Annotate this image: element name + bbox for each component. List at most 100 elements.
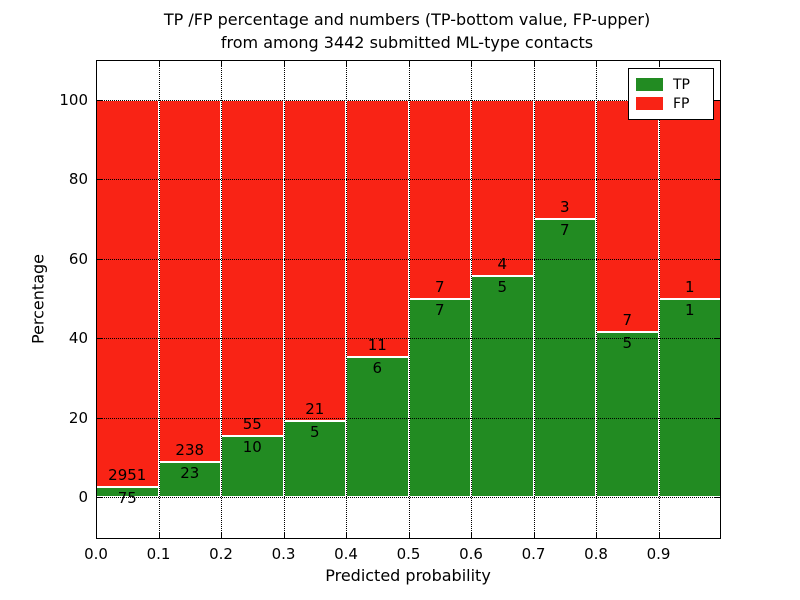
x-tick-mark	[658, 61, 660, 66]
x-tick-mark	[408, 533, 410, 538]
x-tick-mark	[533, 533, 535, 538]
bar-segment-fp	[346, 100, 409, 357]
gridline-vertical	[596, 60, 597, 539]
x-tick-mark	[596, 61, 597, 66]
fp-count-label: 21	[305, 399, 325, 418]
y-tick-label: 100	[59, 91, 88, 109]
x-tick-mark	[158, 61, 160, 66]
fp-legend-swatch	[636, 97, 663, 110]
y-tick-label: 20	[68, 408, 88, 427]
y-tick-label: 40	[68, 329, 88, 348]
x-tick-label: 0.4	[334, 545, 358, 563]
bar-segment-fp	[221, 100, 284, 436]
fp-count-label: 7	[434, 277, 445, 296]
gridline-horizontal	[96, 258, 721, 260]
tp-legend-swatch	[636, 78, 663, 91]
legend-row: FP	[636, 95, 706, 112]
x-tick-label: 0.9	[646, 545, 671, 563]
y-tick-mark	[715, 338, 720, 340]
y-tick-mark	[715, 417, 720, 419]
fp-count-label: 55	[242, 414, 262, 433]
gridline-horizontal	[96, 179, 721, 181]
x-tick-label: 0.3	[271, 545, 296, 563]
gridline-vertical	[158, 60, 160, 539]
x-tick-label: 0.6	[459, 545, 483, 563]
gridline-vertical	[658, 60, 660, 539]
bar-segment-tp	[596, 331, 659, 497]
legend-label: TP	[673, 76, 690, 93]
bar-segment-fp	[408, 100, 471, 299]
bar-segment-tp	[658, 298, 721, 497]
x-tick-mark	[471, 533, 472, 538]
y-tick-mark	[97, 179, 102, 181]
gridline-horizontal	[96, 338, 721, 340]
y-tick-mark	[715, 100, 720, 101]
tp-count-label: 5	[622, 333, 633, 352]
y-tick-mark	[97, 338, 102, 340]
x-tick-mark	[221, 533, 222, 538]
x-tick-mark	[720, 533, 721, 538]
bar-segment-tp	[158, 462, 221, 497]
fp-count-label: 3	[559, 198, 570, 217]
gridline-vertical	[221, 60, 222, 539]
legend: TP FP	[628, 68, 714, 120]
x-tick-label: 0.5	[396, 545, 421, 563]
tp-count-label: 7	[559, 221, 570, 240]
x-tick-mark	[283, 533, 285, 538]
x-tick-mark	[471, 61, 472, 66]
fp-count-label: 11	[367, 335, 387, 354]
x-tick-mark	[96, 61, 97, 66]
gridline-horizontal	[96, 417, 721, 419]
x-tick-mark	[283, 61, 285, 66]
x-tick-mark	[658, 533, 660, 538]
x-tick-mark	[346, 61, 347, 66]
chart-title-line-1: TP /FP percentage and numbers (TP-bottom…	[163, 10, 651, 29]
x-tick-mark	[158, 533, 160, 538]
tp-count-label: 75	[117, 489, 137, 508]
y-tick-mark	[97, 100, 102, 101]
gridline-vertical	[471, 60, 472, 539]
y-tick-label: 0	[78, 488, 88, 506]
bar-segment-fp	[158, 100, 221, 463]
gridline-vertical	[346, 60, 347, 539]
bar-segment-tp	[471, 276, 534, 497]
gridline-horizontal	[96, 100, 721, 101]
x-tick-mark	[96, 533, 97, 538]
fp-count-label: 7	[622, 310, 633, 329]
fp-count-label: 2951	[108, 466, 147, 485]
bar-segment-tp	[408, 298, 471, 497]
bar-segment-fp	[596, 100, 659, 332]
bar-segment-fp	[658, 100, 721, 299]
bar-segment-tp	[346, 356, 409, 497]
x-tick-mark	[346, 533, 347, 538]
x-tick-mark	[408, 61, 410, 66]
fp-count-label: 238	[175, 441, 205, 460]
tp-count-label: 7	[434, 300, 445, 319]
x-tick-mark	[221, 61, 222, 66]
tp-count-label: 1	[684, 300, 695, 319]
gridline-vertical	[283, 60, 285, 539]
y-tick-mark	[715, 179, 720, 181]
x-tick-mark	[596, 533, 597, 538]
x-tick-label: 0.0	[84, 545, 108, 563]
bar-segment-tp	[221, 435, 284, 497]
gridline-horizontal	[96, 497, 721, 498]
y-tick-mark	[97, 497, 102, 498]
legend-label: FP	[673, 95, 690, 112]
y-tick-mark	[97, 258, 102, 260]
x-tick-label: 0.2	[209, 545, 233, 563]
x-tick-mark	[533, 61, 535, 66]
bar-segment-tp	[533, 219, 596, 497]
tp-count-label: 10	[242, 437, 262, 456]
chart-title-line-2: from among 3442 submitted ML-type contac…	[220, 33, 594, 52]
plot-area: TP FP 2951 75 238 23 55 10 21 5 11 6 7 7 4 5 3 7 7 5 1 1	[96, 60, 721, 539]
bar-segment-fp	[96, 100, 159, 488]
x-tick-mark	[720, 61, 721, 66]
tp-count-label: 23	[180, 464, 200, 483]
y-tick-mark	[715, 258, 720, 260]
x-tick-label: 0.1	[146, 545, 171, 563]
fp-count-label: 4	[497, 255, 508, 274]
x-axis-label: Predicted probability	[325, 566, 491, 585]
bar-segment-fp	[471, 100, 534, 277]
